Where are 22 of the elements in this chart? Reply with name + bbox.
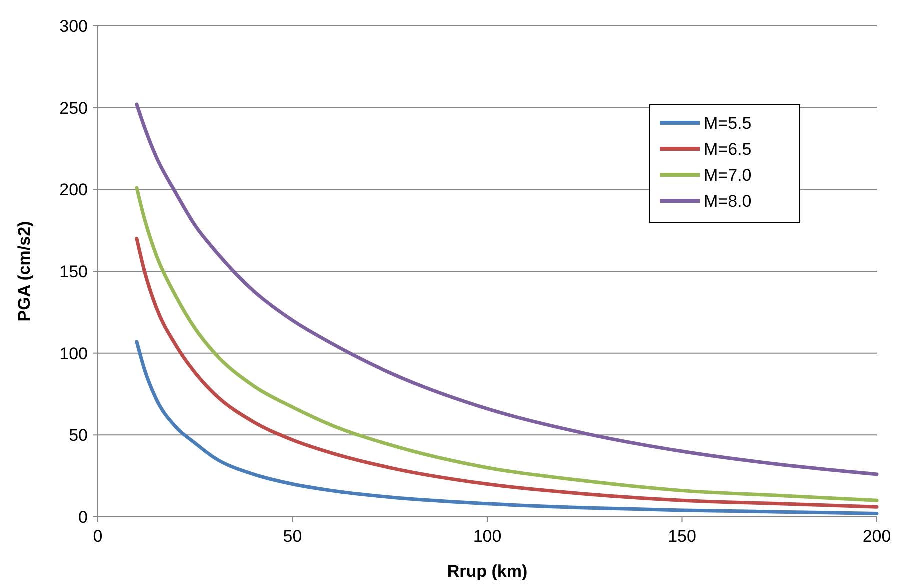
y-tick-label: 250 — [60, 98, 88, 118]
y-tick-label: 200 — [60, 180, 88, 200]
y-tick-label: 150 — [60, 262, 88, 282]
line-series — [135, 102, 879, 476]
line-series — [135, 340, 879, 516]
y-axis-title: PGA (cm/s2) — [15, 221, 34, 322]
line-series — [135, 186, 879, 502]
x-tick-label: 0 — [93, 527, 103, 546]
legend-label: M=7.0 — [704, 166, 752, 185]
y-tick-label: 50 — [69, 426, 88, 446]
x-tick-label: 50 — [283, 527, 302, 546]
x-tick-label: 150 — [668, 527, 696, 546]
x-tick-label: 100 — [473, 527, 502, 546]
x-tick-label: 200 — [862, 527, 892, 546]
y-tick-label: 300 — [60, 16, 88, 36]
y-tick-label: 0 — [78, 508, 88, 527]
y-tick-label: 100 — [60, 344, 88, 364]
legend-label: M=5.5 — [704, 114, 752, 133]
legend-label: M=8.0 — [704, 192, 752, 211]
x-axis-title: Rrup (km) — [447, 562, 528, 581]
line-series — [135, 237, 879, 509]
legend-label: M=6.5 — [704, 140, 752, 159]
